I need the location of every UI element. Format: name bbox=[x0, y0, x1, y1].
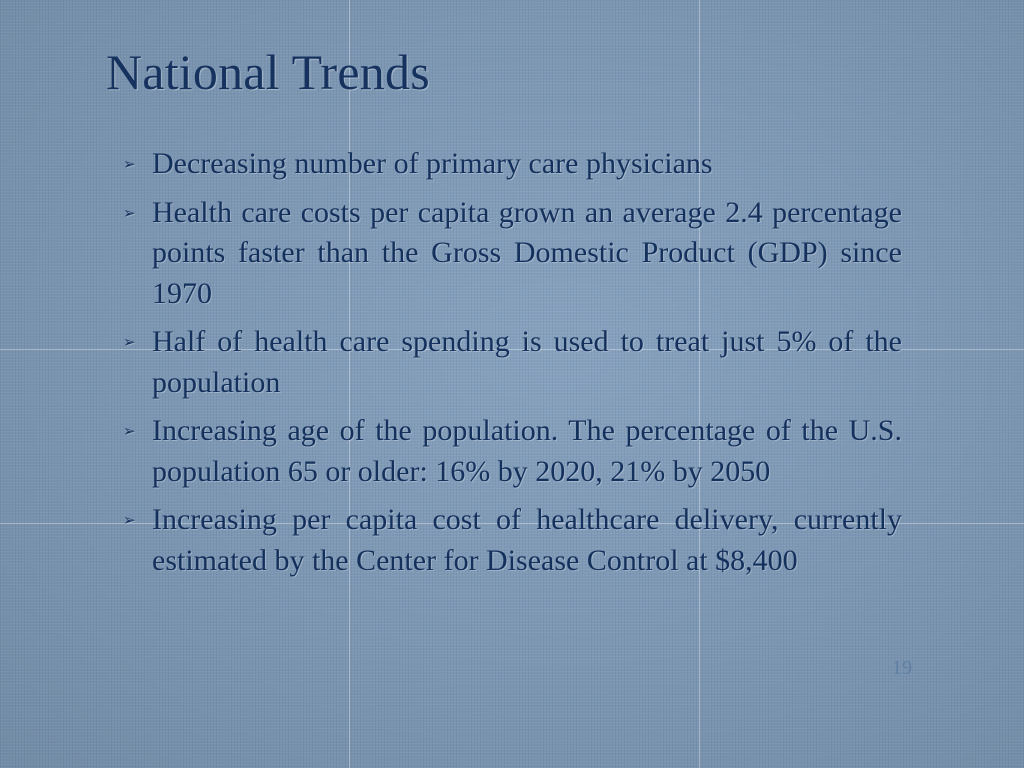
bullet-text: Increasing age of the population. The pe… bbox=[152, 414, 902, 488]
bullet-text: Health care costs per capita grown an av… bbox=[152, 195, 902, 310]
bullet-item: ➢ Half of health care spending is used t… bbox=[122, 322, 902, 403]
grid-line bbox=[0, 523, 1024, 524]
grid-line bbox=[0, 349, 1024, 350]
arrow-bullet-icon: ➢ bbox=[123, 203, 136, 222]
slide-title: National Trends bbox=[106, 44, 430, 100]
bullet-item: ➢ Decreasing number of primary care phys… bbox=[122, 144, 902, 185]
bullet-text: Decreasing number of primary care physic… bbox=[152, 147, 713, 180]
bullet-item: ➢ Increasing per capita cost of healthca… bbox=[122, 500, 902, 581]
page-number: 19 bbox=[892, 657, 912, 679]
bullet-list: ➢ Decreasing number of primary care phys… bbox=[122, 144, 902, 589]
arrow-bullet-icon: ➢ bbox=[123, 422, 136, 440]
arrow-bullet-icon: ➢ bbox=[123, 511, 136, 529]
arrow-bullet-icon: ➢ bbox=[123, 333, 136, 351]
bullet-item: ➢ Increasing age of the population. The … bbox=[122, 411, 902, 492]
bullet-item: ➢ Health care costs per capita grown an … bbox=[122, 193, 902, 315]
bullet-text: Increasing per capita cost of healthcare… bbox=[152, 503, 902, 577]
bullet-text: Half of health care spending is used to … bbox=[152, 325, 902, 399]
arrow-bullet-icon: ➢ bbox=[123, 155, 136, 173]
grid-line bbox=[349, 0, 350, 768]
grid-line bbox=[699, 0, 700, 768]
